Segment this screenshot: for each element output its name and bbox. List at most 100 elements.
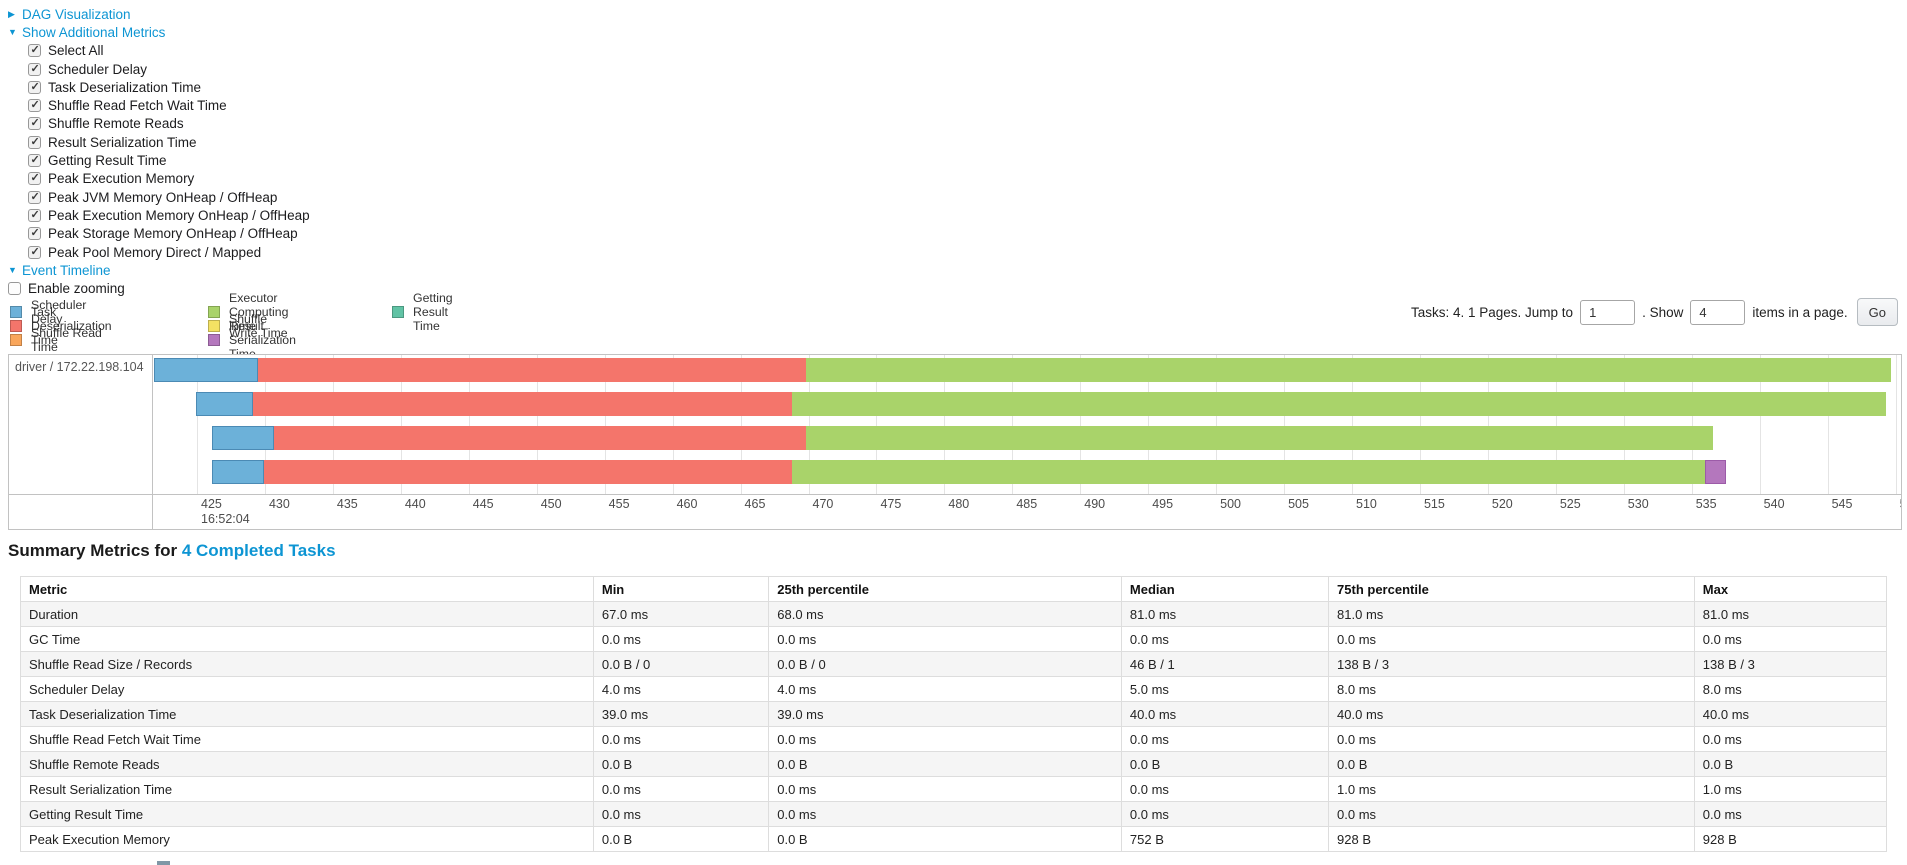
time-tick-label: 465 (744, 497, 766, 511)
table-row: Shuffle Read Fetch Wait Time 0.0 ms 0.0 ms… (20, 726, 1888, 752)
time-gridline (332, 355, 334, 494)
metric-value-cell: 39.0 ms (768, 701, 1122, 727)
task-bar-segment-executor-computing (805, 358, 1892, 382)
time-gridline (1623, 355, 1625, 494)
time-tick-label: 440 (404, 497, 426, 511)
metric-checkbox[interactable] (28, 208, 41, 222)
metric-value-cell: 0.0 ms (1693, 626, 1888, 652)
summary-title-prefix: Summary Metrics for (8, 541, 182, 560)
metric-checkbox-row: Select All (28, 42, 310, 60)
stage-controls-tree: ▶ DAG Visualization ▼ Show Additional Me… (8, 5, 310, 298)
time-tick-label: 515 (1423, 497, 1445, 511)
metric-checkbox[interactable] (28, 135, 41, 149)
metric-name-cell: Result Serialization Time (20, 776, 594, 802)
time-tick-label: 450 (540, 497, 562, 511)
completed-tasks-link[interactable]: 4 Completed Tasks (181, 541, 336, 560)
metric-checkbox[interactable] (28, 153, 41, 168)
time-tick-label: 510 (1356, 497, 1377, 511)
metric-value-cell: 0.0 ms (592, 801, 770, 827)
metric-value-cell: 0.0 B (768, 751, 1122, 777)
metric-value-cell: 81.0 ms (1328, 601, 1695, 627)
metric-value-cell: 0.0 B (592, 826, 770, 852)
metric-value-cell: 40.0 ms (1328, 701, 1695, 727)
event-timeline-chart: driver / 172.22.198.104 425 430 435 440 445 4… (8, 354, 1902, 530)
time-tick-label: 520 (1491, 497, 1513, 511)
metric-value-cell: 0.0 ms (1120, 776, 1330, 802)
expanded-arrow-icon: ▼ (8, 265, 17, 276)
metric-value-cell: 0.0 ms (592, 726, 770, 752)
metric-checkbox[interactable] (28, 43, 41, 58)
metric-checkbox-row: Peak Execution Memory OnHeap / OffHeap (28, 206, 310, 224)
time-tick-label: 490 (1084, 497, 1106, 511)
time-gridline (1827, 355, 1829, 494)
time-gridline (400, 355, 402, 494)
time-gridline (197, 355, 199, 494)
task-bar-segment-executor-computing (805, 426, 1714, 450)
metric-checkbox[interactable] (28, 226, 41, 241)
metric-checkbox-label: Peak Storage Memory OnHeap / OffHeap (48, 226, 298, 242)
metric-value-cell: 8.0 ms (1328, 676, 1695, 702)
tasks-pagination: Tasks: 4. 1 Pages. Jump to . Show items … (1411, 298, 1898, 326)
metric-checkbox[interactable] (28, 98, 41, 113)
legend-item: Scheduler Delay (10, 298, 112, 326)
metric-name-cell: Task Deserialization Time (20, 701, 594, 727)
time-gridline (1691, 355, 1693, 494)
metric-checkbox-label: Select All (48, 43, 104, 59)
metric-checkbox-label: Shuffle Read Fetch Wait Time (48, 98, 227, 114)
metric-value-cell: 928 B (1693, 826, 1888, 852)
table-header-row: Metric Min 25th percentile Median 75th perce… (20, 576, 1888, 602)
time-tick-label: 530 (1627, 497, 1649, 511)
items-per-page-input[interactable] (1690, 299, 1746, 325)
table-row: Task Deserialization Time 39.0 ms 39.0 ms 4… (20, 701, 1888, 727)
task-bar-segment-executor-computing (792, 392, 1887, 416)
time-tick-label: 535 (1695, 497, 1717, 511)
legend-item: Result Serialization Time (208, 319, 296, 361)
time-gridline (1419, 355, 1421, 494)
legend-label: Getting Result Time (413, 290, 453, 333)
metric-checkbox-row: Getting Result Time (28, 151, 310, 169)
metric-value-cell: 1.0 ms (1328, 776, 1695, 802)
summary-metrics-table: Metric Min 25th percentile Median 75th perce… (20, 576, 1888, 852)
metric-value-cell: 1.0 ms (1693, 776, 1888, 802)
enable-zooming-checkbox[interactable] (8, 282, 21, 296)
metric-checkbox[interactable] (28, 62, 41, 76)
task-bar-segment-executor-computing (792, 460, 1706, 484)
time-gridline (1012, 355, 1014, 494)
metric-value-cell: 8.0 ms (1693, 676, 1888, 702)
metric-checkbox-row: Peak Storage Memory OnHeap / OffHeap (28, 225, 310, 243)
legend-item: Getting Result Time (392, 291, 453, 333)
scheduler-delay-swatch-icon (10, 305, 22, 318)
jump-to-page-input[interactable] (1580, 299, 1636, 325)
metric-checkbox[interactable] (28, 245, 41, 259)
metric-checkbox-row: Peak JVM Memory OnHeap / OffHeap (28, 188, 310, 206)
table-row: GC Time 0.0 ms 0.0 ms 0.0 ms 0.0 ms 0.0 ms (20, 626, 1888, 652)
legend-label: Executor Computing Time (229, 290, 289, 333)
go-button[interactable]: Go (1856, 298, 1898, 326)
metric-checkbox[interactable] (28, 116, 41, 131)
time-tick-label: 455 (608, 497, 630, 511)
metric-checkbox[interactable] (28, 190, 41, 204)
metric-value-cell: 138 B / 3 (1328, 651, 1695, 677)
metric-checkbox-label: Peak Execution Memory (48, 171, 195, 187)
dag-visualization-toggle[interactable]: ▶ DAG Visualization (8, 5, 310, 23)
metric-value-cell: 752 B (1120, 826, 1330, 852)
show-additional-metrics-toggle[interactable]: ▼ Show Additional Metrics (8, 23, 310, 41)
metric-value-cell: 0.0 ms (1328, 726, 1695, 752)
table-column-header: Median (1120, 576, 1330, 602)
metric-checkbox[interactable] (28, 80, 41, 94)
metric-value-cell: 81.0 ms (1693, 601, 1888, 627)
task-bar-segment-scheduler-delay (211, 426, 275, 450)
table-column-header: 25th percentile (768, 576, 1122, 602)
metric-checkbox[interactable] (28, 171, 41, 186)
event-timeline-toggle[interactable]: ▼ Event Timeline (8, 261, 310, 279)
metric-value-cell: 81.0 ms (1120, 601, 1330, 627)
time-gridline (604, 355, 606, 494)
time-tick-label: 495 (1152, 497, 1174, 511)
task-bar-segment-task-deserialization (274, 426, 806, 450)
table-column-header: Metric (20, 576, 594, 602)
metric-checkbox-row: Shuffle Read Fetch Wait Time (28, 96, 310, 114)
metric-value-cell: 68.0 ms (768, 601, 1122, 627)
legend-item: Shuffle Read Time (10, 326, 112, 354)
pagination-show-text: . Show (1642, 304, 1684, 320)
time-tick-label: 525 (1559, 497, 1581, 511)
